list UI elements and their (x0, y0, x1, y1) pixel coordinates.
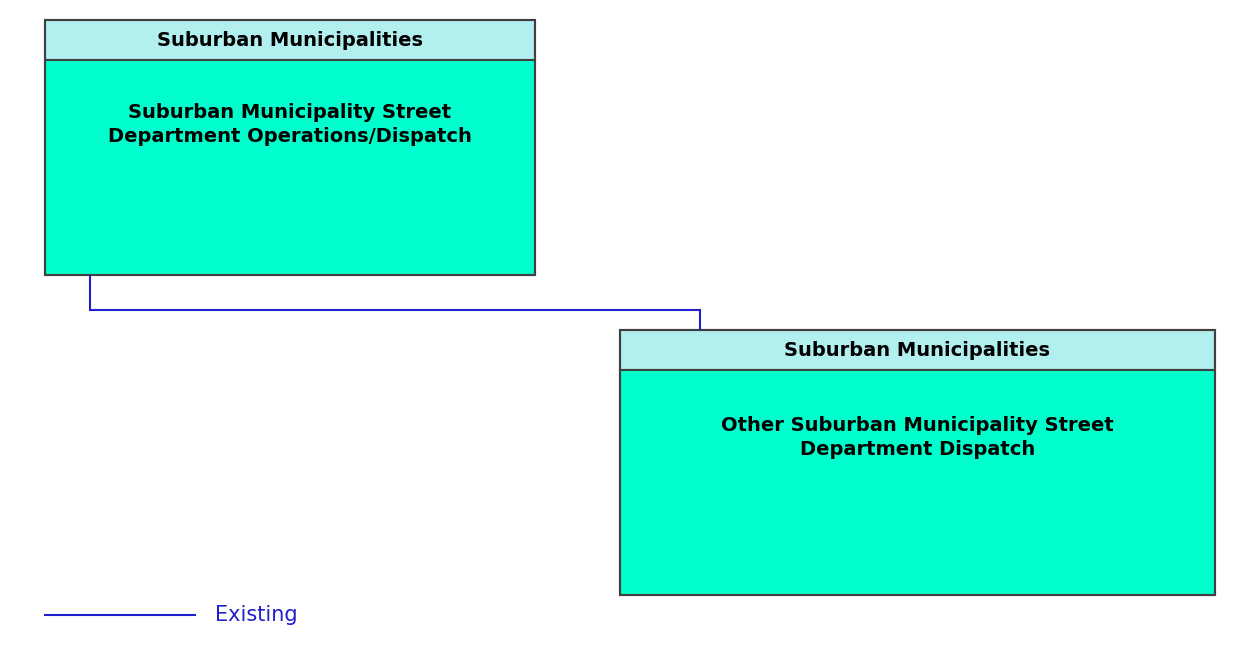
Bar (45, 60, 535, 275)
Text: Existing: Existing (215, 605, 298, 625)
Text: Suburban Municipality Street
Department Operations/Dispatch: Suburban Municipality Street Department … (108, 103, 472, 146)
Text: Suburban Municipalities: Suburban Municipalities (156, 30, 423, 49)
Bar (45, 20, 535, 60)
Bar (620, 330, 1214, 370)
Text: Suburban Municipalities: Suburban Municipalities (785, 340, 1050, 359)
Bar (45, 20, 535, 275)
Bar (620, 370, 1214, 595)
Text: Other Suburban Municipality Street
Department Dispatch: Other Suburban Municipality Street Depar… (721, 417, 1114, 459)
Bar (620, 330, 1214, 595)
